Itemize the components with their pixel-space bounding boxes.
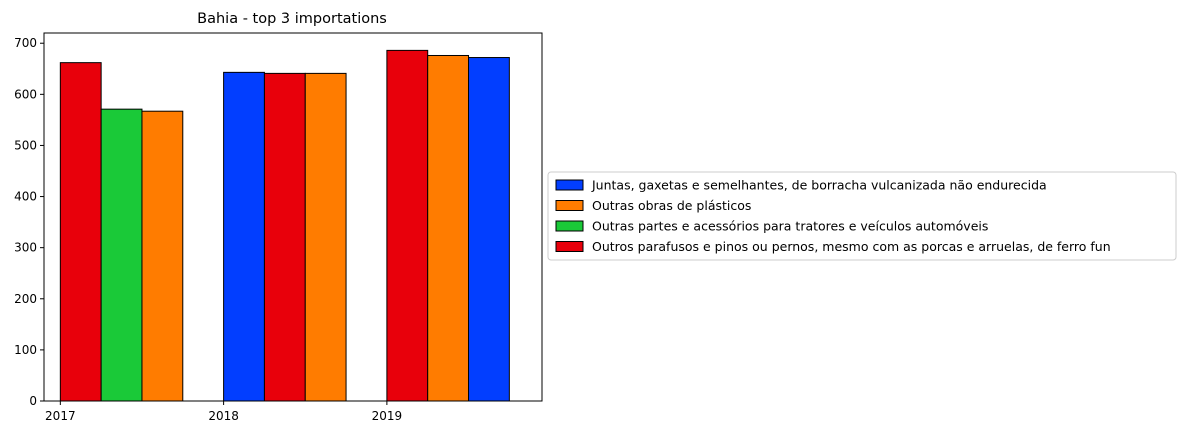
- bar-2018-1: [223, 71, 265, 402]
- legend-swatch: [555, 220, 584, 232]
- y-tick-label: 300: [14, 241, 37, 255]
- legend-label: Juntas, gaxetas e semelhantes, de borrac…: [591, 178, 1047, 193]
- bar-2018-3: [304, 72, 347, 402]
- y-tick-label: 600: [14, 87, 37, 101]
- y-tick-label: 400: [14, 190, 37, 204]
- y-axis: 0 100 200 300 400 500 600 700: [14, 36, 44, 408]
- bar-2019-3: [468, 57, 510, 402]
- y-tick-label: 0: [29, 394, 37, 408]
- chart-title: Bahia - top 3 importations: [197, 11, 387, 27]
- x-tick-label: 2017: [45, 409, 76, 423]
- y-tick-label: 700: [14, 36, 37, 50]
- y-tick-label: 100: [14, 343, 37, 357]
- bar-2017-1: [59, 62, 102, 402]
- x-tick-label: 2019: [372, 409, 403, 423]
- y-tick-label: 200: [14, 292, 37, 306]
- bars-layer: [59, 49, 510, 402]
- legend-label: Outras obras de plásticos: [592, 198, 751, 213]
- bar-2017-3: [141, 110, 184, 402]
- legend-frame: [547, 171, 1177, 261]
- y-tick-label: 500: [14, 138, 37, 152]
- legend: Juntas, gaxetas e semelhantes, de borrac…: [547, 171, 1177, 261]
- bar-2018-2: [263, 72, 306, 402]
- legend-label: Outros parafusos e pinos ou pernos, mesm…: [592, 239, 1111, 254]
- legend-swatch: [555, 200, 584, 211]
- plot-frame: [43, 32, 543, 402]
- bar-2019-1: [386, 49, 429, 402]
- bar-2019-2: [427, 54, 470, 402]
- legend-swatch: [555, 179, 584, 191]
- legend-swatch: [555, 241, 584, 252]
- x-axis: 2017 2018 2019: [45, 401, 402, 423]
- legend-label: Outras partes e acessórios para tratores…: [592, 219, 988, 234]
- bar-2017-2: [100, 108, 143, 402]
- x-tick-label: 2018: [208, 409, 239, 423]
